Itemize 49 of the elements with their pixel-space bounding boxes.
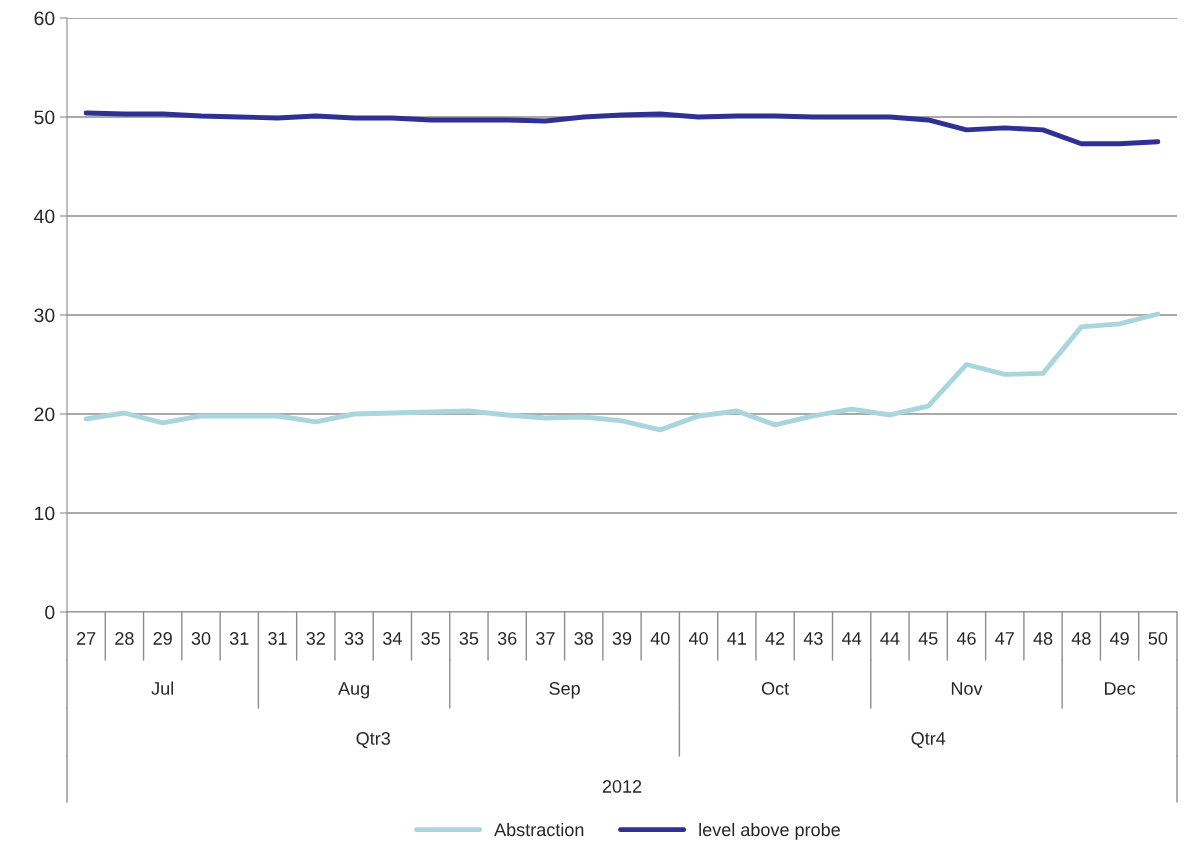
x-tick-label: 33 [344,632,364,645]
x-tick-label: 47 [995,632,1014,645]
x-tick-label: 41 [727,632,746,645]
x-tick-label: 43 [803,632,823,645]
x-tick-label: 44 [880,632,900,645]
y-tick-label: 60 [34,11,55,26]
x-tick-label: 44 [842,632,862,645]
text: 2012 [602,780,642,793]
y-tick-label: 0 [45,605,55,620]
x-tick-label: 35 [459,632,479,645]
y-tick-label: 40 [34,209,55,224]
text: Aug [338,682,369,699]
x-tick-label: 31 [229,632,249,645]
x-tick-label: 39 [612,632,632,645]
x-tick-label: 35 [421,632,440,645]
line-series [83,311,1161,433]
x-tick-label: 49 [1109,632,1129,645]
x-tick-label: 37 [536,632,555,645]
x-tick-label: 40 [688,632,708,645]
x-tick-label: 38 [574,632,593,645]
x-tick-label: 28 [115,632,134,645]
x-tick-label: 34 [382,632,402,645]
text: Oct [761,682,790,695]
x-tick-label: 42 [765,632,785,645]
x-tick-label: 30 [191,632,211,645]
x-tick-label: 27 [77,632,96,645]
y-tick-label: 50 [34,110,55,125]
y-tick-label: 30 [34,308,55,323]
x-tick-label: 48 [1071,632,1091,645]
x-tick-label: 48 [1033,632,1053,645]
text: Jul [151,681,174,695]
x-tick-label: 40 [650,632,670,645]
x-tick-label: 29 [153,632,172,645]
x-tick-label: 31 [268,632,287,645]
text: Dec [1105,682,1136,695]
x-tick-label: 36 [497,632,517,645]
legend-label: Abstraction [494,822,584,837]
legend-label: level above probe [699,822,840,840]
text: Qtr3 [356,732,390,749]
text: Nov [951,682,983,695]
x-tick-label: 50 [1148,632,1168,645]
x-tick-label: 32 [306,632,325,645]
line-series [83,110,1161,147]
x-tick-label: 45 [918,632,938,645]
text: Sep [549,682,580,699]
text: Qtr4 [911,732,946,749]
x-tick-label: 46 [956,632,976,645]
y-tick-label: 20 [34,407,55,422]
y-tick-label: 10 [35,506,55,521]
